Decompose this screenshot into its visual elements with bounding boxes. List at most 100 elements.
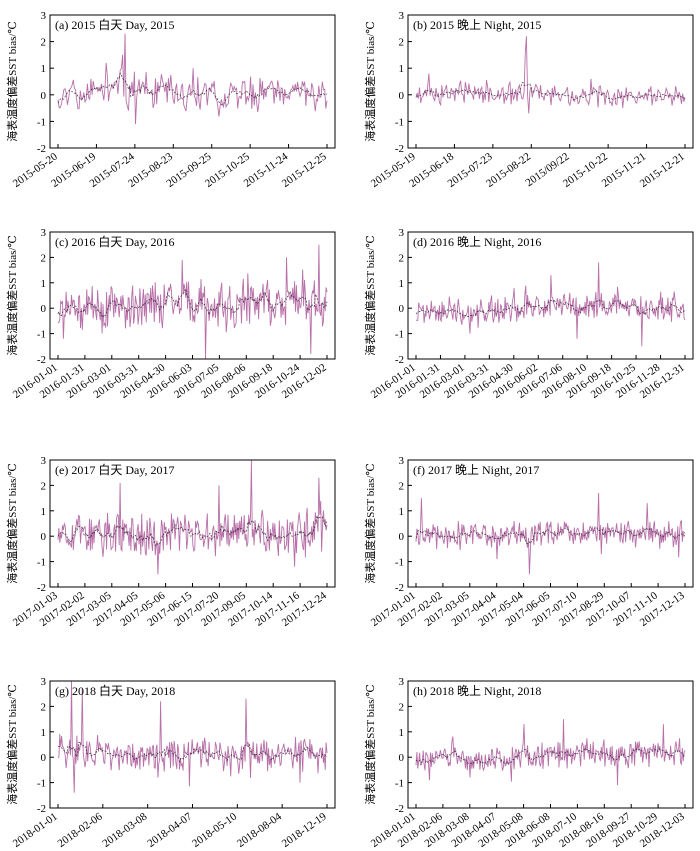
y-tick-label: -2 [37, 143, 46, 155]
chart-panel: -2-101232015-05-202015-06-192015-07-2420… [5, 10, 336, 190]
y-tick-label: 0 [399, 90, 405, 102]
y-tick-label: -1 [37, 116, 46, 128]
sst-bias-series-line [57, 244, 328, 360]
y-axis-label: 海表温度偏差SST bias/℃ [363, 21, 377, 142]
y-tick-label: -2 [37, 582, 46, 594]
running-mean-line [415, 747, 686, 765]
panel-title: (d) 2016 晚上 Night, 2016 [413, 235, 541, 249]
y-tick-label: -2 [37, 803, 46, 815]
sst-bias-series-line [57, 680, 328, 793]
y-tick-label: -2 [395, 354, 404, 366]
y-tick-label: 0 [399, 531, 405, 543]
panel-title: (g) 2018 白天 Day, 2018 [55, 683, 175, 698]
sst-bias-series-line [57, 459, 328, 575]
y-tick-label: 1 [399, 278, 405, 290]
y-tick-label: 1 [399, 727, 405, 739]
chart-panel: -2-101232015-05-192015-06-182015-07-2320… [363, 10, 694, 190]
y-tick-label: 2 [41, 480, 47, 492]
running-mean-line [57, 515, 328, 547]
y-tick-label: 3 [399, 455, 405, 467]
y-tick-label: 1 [41, 278, 47, 290]
y-tick-label: 0 [41, 303, 47, 315]
plot-frame [407, 231, 694, 360]
running-mean-line [415, 526, 686, 545]
sst-bias-series-line [415, 262, 686, 347]
y-tick-label: 1 [41, 727, 47, 739]
sst-bias-series-line [415, 36, 686, 114]
y-tick-label: 3 [399, 227, 405, 239]
y-axis-label: 海表温度偏差SST bias/℃ [5, 684, 19, 805]
y-tick-label: 2 [399, 252, 405, 264]
y-tick-label: 2 [41, 37, 47, 49]
y-tick-label: 2 [399, 701, 405, 713]
panel-title: (f) 2017 晚上 Night, 2017 [413, 463, 539, 477]
panel-title: (h) 2018 晚上 Night, 2018 [413, 684, 541, 698]
y-tick-label: -2 [395, 143, 404, 155]
y-tick-label: -1 [37, 778, 46, 790]
y-tick-label: -1 [395, 329, 404, 341]
y-tick-label: 0 [41, 752, 47, 764]
y-tick-label: 3 [41, 227, 47, 239]
plot-frame [407, 14, 694, 149]
x-tick-label: 2018-05-10 [190, 810, 239, 850]
y-tick-label: 3 [399, 10, 405, 22]
chart-panel: -2-101232018-01-012018-02-062018-03-0820… [363, 676, 694, 850]
y-tick-label: 3 [41, 10, 47, 22]
y-tick-label: 1 [41, 506, 47, 518]
y-tick-label: 1 [399, 63, 405, 75]
y-tick-label: 1 [399, 506, 405, 518]
y-tick-label: -2 [395, 803, 404, 815]
x-tick-label: 2018-03-08 [100, 810, 149, 850]
y-tick-label: -1 [37, 557, 46, 569]
sst-bias-series-line [415, 492, 686, 575]
chart-panel: -2-101232018-01-012018-02-062018-03-0820… [5, 676, 336, 850]
y-tick-label: 2 [399, 480, 405, 492]
y-axis-label: 海表温度偏差SST bias/℃ [5, 21, 19, 142]
sst-bias-series-line [415, 719, 686, 786]
y-axis-label: 海表温度偏差SST bias/℃ [5, 235, 19, 356]
x-tick-label: 2018-12-19 [280, 810, 329, 850]
y-tick-label: -2 [37, 354, 46, 366]
y-tick-label: -1 [395, 778, 404, 790]
y-tick-label: 3 [41, 676, 47, 688]
x-tick-label: 2018-01-01 [11, 811, 60, 850]
running-mean-line [58, 741, 328, 763]
x-tick-label: 2018-04-07 [145, 810, 194, 850]
chart-panel: -2-101232016-01-012016-01-312016-03-0120… [5, 227, 336, 401]
x-tick-label: 2018-08-04 [235, 810, 284, 850]
y-tick-label: -2 [395, 582, 404, 594]
x-tick-label: 2018-02-06 [56, 810, 105, 850]
y-tick-label: 0 [41, 90, 47, 102]
y-tick-label: 3 [41, 455, 47, 467]
y-tick-label: 2 [399, 37, 405, 49]
running-mean-line [415, 298, 686, 318]
panel-title: (e) 2017 白天 Day, 2017 [55, 462, 175, 477]
y-axis-label: 海表温度偏差SST bias/℃ [363, 684, 377, 805]
y-tick-label: -1 [395, 116, 404, 128]
chart-panel: -2-101232016-01-012016-01-312016-03-0120… [363, 227, 694, 401]
running-mean-line [57, 288, 328, 319]
y-axis-label: 海表温度偏差SST bias/℃ [363, 235, 377, 356]
running-mean-line [415, 81, 686, 100]
y-tick-label: 0 [399, 303, 405, 315]
y-tick-label: 3 [399, 676, 405, 688]
panel-title: (c) 2016 白天 Day, 2016 [55, 234, 175, 249]
panel-title: (a) 2015 白天 Day, 2015 [55, 17, 175, 32]
chart-panel: -2-101232017-01-032017-02-022017-03-0520… [5, 455, 336, 629]
panel-title: (b) 2015 晚上 Night, 2015 [413, 18, 541, 32]
y-tick-label: 1 [41, 63, 47, 75]
chart-panel: -2-101232017-01-012017-02-022017-03-0520… [363, 455, 694, 629]
y-tick-label: -1 [395, 557, 404, 569]
y-axis-label: 海表温度偏差SST bias/℃ [5, 463, 19, 584]
plot-frame [49, 14, 336, 149]
y-tick-label: 2 [41, 701, 47, 713]
running-mean-line [57, 72, 328, 106]
y-axis-label: 海表温度偏差SST bias/℃ [363, 463, 377, 584]
y-tick-label: 0 [41, 531, 47, 543]
sst-bias-series-line [57, 33, 328, 125]
plot-frame [407, 680, 694, 809]
y-tick-label: 0 [399, 752, 405, 764]
y-tick-label: -1 [37, 329, 46, 341]
y-tick-label: 2 [41, 252, 47, 264]
